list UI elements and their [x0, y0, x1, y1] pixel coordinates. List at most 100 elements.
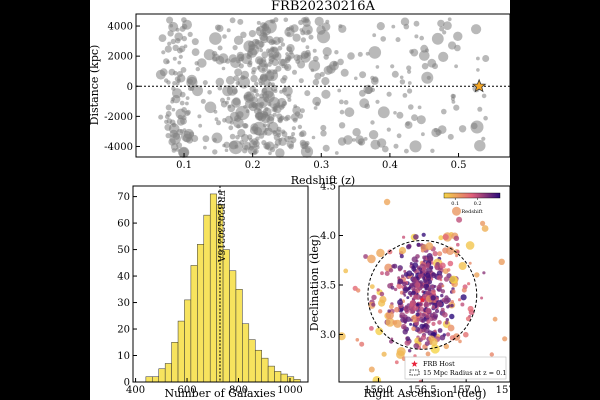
galaxy-point [396, 111, 404, 119]
galaxy-point [172, 88, 183, 99]
sky-galaxy [383, 198, 391, 206]
galaxy-point [471, 24, 482, 35]
sky-galaxy [440, 289, 446, 294]
galaxy-point [236, 124, 241, 129]
galaxy-point [421, 62, 429, 70]
sky-galaxy [447, 324, 455, 332]
sky-galaxy [444, 295, 449, 300]
galaxy-point [178, 54, 183, 59]
galaxy-point [191, 38, 199, 46]
galaxy-point [421, 71, 434, 84]
galaxy-point [304, 147, 311, 154]
galaxy-point [447, 17, 452, 22]
galaxy-point [256, 20, 261, 25]
y-tick-label: 3.5 [320, 280, 336, 291]
y-tick-label: 50 [117, 245, 130, 256]
sky-galaxy [438, 235, 444, 241]
sky-galaxy-points [339, 198, 508, 382]
sky-galaxy [431, 272, 437, 278]
galaxy-point [291, 126, 296, 131]
right-black-margin [510, 0, 600, 400]
galaxy-point [283, 17, 289, 23]
sky-galaxy [447, 260, 454, 267]
x-tick-label: 0.2 [245, 160, 261, 171]
sky-galaxy [432, 311, 436, 315]
galaxy-point [239, 140, 244, 145]
galaxy-point [217, 45, 223, 51]
galaxy-point [237, 76, 250, 89]
galaxy-point [252, 88, 257, 94]
sky-galaxy [393, 287, 398, 292]
galaxy-point [417, 105, 422, 110]
galaxy-point [261, 51, 269, 59]
galaxy-point [453, 104, 460, 111]
sky-legend: FRB Host 15 Mpc Radius at z = 0.1 [404, 356, 507, 380]
sky-galaxy [436, 301, 443, 308]
sky-galaxy [442, 312, 448, 318]
sky-galaxy [425, 324, 430, 329]
galaxy-point [340, 68, 349, 77]
sky-galaxy [445, 318, 449, 322]
galaxy-point [179, 91, 186, 98]
sky-galaxy [417, 303, 420, 306]
galaxy-point [442, 30, 447, 35]
sky-galaxy [461, 287, 467, 293]
sky-galaxy [403, 269, 407, 273]
galaxy-point [172, 81, 177, 86]
galaxy-point [228, 54, 238, 63]
galaxy-point [229, 140, 238, 150]
galaxy-point [276, 132, 282, 138]
galaxy-point [255, 145, 260, 150]
galaxy-point [419, 35, 425, 41]
galaxy-point [251, 70, 256, 75]
galaxy-point [354, 76, 358, 81]
galaxy-point [297, 124, 303, 130]
sky-galaxy [420, 283, 423, 287]
sky-galaxy [465, 241, 475, 250]
sky-galaxy [400, 317, 406, 323]
galaxy-point [441, 108, 447, 115]
sky-galaxy [449, 313, 455, 320]
galaxy-point [409, 140, 422, 153]
y-tick-label: 10 [117, 351, 130, 362]
galaxy-point [476, 56, 480, 61]
galaxy-point [304, 140, 310, 146]
galaxy-point [203, 49, 215, 61]
galaxy-point [214, 117, 219, 122]
sky-galaxy [419, 306, 425, 312]
sky-galaxy [372, 376, 382, 382]
sky-galaxy [415, 259, 419, 263]
histogram-y-ticks: 0 10 20 30 40 50 60 70 [117, 192, 137, 389]
sky-galaxy [408, 349, 412, 353]
galaxy-point [225, 115, 233, 124]
sky-galaxy [406, 270, 413, 277]
galaxy-point [284, 57, 291, 63]
galaxy-point [248, 29, 256, 38]
sky-galaxy [414, 282, 420, 288]
galaxy-point [413, 20, 420, 27]
galaxy-point [214, 24, 221, 31]
galaxy-point [306, 29, 311, 35]
sky-galaxy [416, 242, 421, 247]
galaxy-point [285, 52, 289, 56]
sky-galaxy [403, 286, 409, 292]
galaxy-point [254, 81, 259, 87]
galaxy-point [352, 138, 356, 142]
top-x-ticks: 0.1 0.2 0.3 0.4 0.5 [176, 153, 466, 171]
histogram-bar [177, 320, 185, 383]
galaxy-point [293, 104, 298, 109]
galaxy-point [290, 113, 299, 122]
sky-galaxy [474, 272, 480, 278]
galaxy-point [185, 101, 189, 106]
galaxy-point [181, 17, 187, 23]
galaxy-point [376, 138, 387, 148]
sky-galaxy [443, 276, 450, 282]
galaxy-point [284, 65, 289, 70]
sky-galaxy [375, 327, 384, 336]
sky-galaxy [385, 317, 395, 327]
sky-galaxy [369, 284, 375, 289]
sky-galaxy [431, 289, 436, 295]
galaxy-point [302, 18, 311, 27]
galaxy-point [250, 74, 258, 83]
galaxy-point [419, 50, 430, 61]
